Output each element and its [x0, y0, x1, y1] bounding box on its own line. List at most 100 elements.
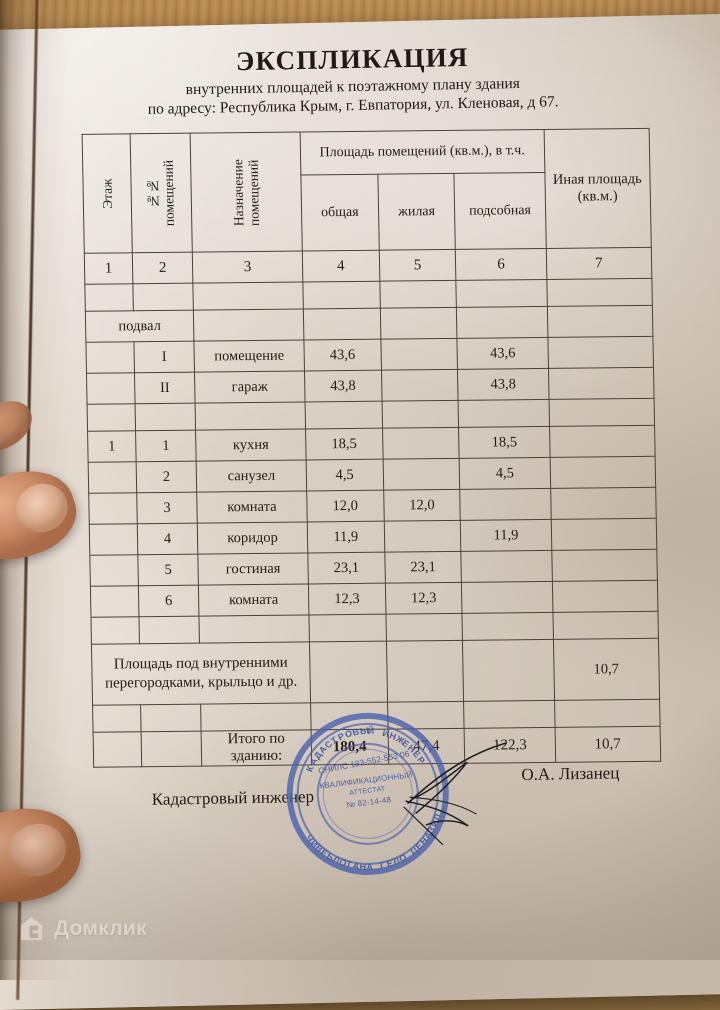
spacer-cell — [199, 614, 310, 644]
explication-table-wrapper: Этаж №№ помещений Назначение помещений П… — [81, 127, 662, 768]
empty-cell — [193, 308, 304, 342]
cell-area-total: 18,5 — [305, 428, 383, 460]
cell-purpose: гостиная — [197, 552, 309, 586]
partitions-area-total — [309, 641, 388, 703]
cell-room-number: 6 — [138, 585, 200, 617]
cell-other-area — [548, 367, 655, 400]
spacer-cell — [548, 398, 655, 427]
header-area-utility: подсобная — [454, 172, 546, 250]
spacer-cell — [546, 278, 653, 307]
document-page: ЭКСПЛИКАЦИЯ внутренних площадей к поэтаж… — [81, 42, 662, 885]
spacer-cell — [385, 613, 463, 642]
spacer-cell — [552, 611, 659, 640]
cell-area-living: 12,3 — [385, 582, 463, 615]
cell-floor — [88, 492, 138, 525]
cell-floor — [88, 461, 137, 494]
table-head: Этаж №№ помещений Назначение помещений П… — [82, 128, 652, 285]
spacer-cell — [554, 699, 661, 728]
cell-other-area — [551, 549, 658, 582]
cell-floor — [89, 554, 139, 587]
empty-cell — [380, 307, 458, 340]
partitions-row: Площадь под внутренними перегородками, к… — [91, 638, 660, 706]
spacer-cell — [90, 616, 140, 645]
cell-purpose: гараж — [194, 370, 305, 404]
total-area-utility: 122,3 — [464, 727, 556, 764]
cell-area-total: 23,1 — [307, 552, 386, 584]
cell-area-total: 4,5 — [305, 459, 384, 491]
cell-room-number: II — [134, 372, 196, 404]
cell-area-total: 43,6 — [303, 339, 382, 371]
cell-purpose: комната — [198, 583, 309, 617]
cell-purpose: кухня — [195, 428, 306, 462]
cell-floor — [86, 372, 136, 405]
spacer-cell — [304, 401, 383, 429]
cell-area-utility: 43,6 — [457, 337, 549, 370]
table-body: подвал I помещение 43,6 43,6 II — [84, 278, 661, 768]
cell-room-number: I — [133, 341, 195, 373]
spacer-cell — [192, 282, 304, 311]
cell-area-utility — [461, 581, 553, 614]
colnum-6: 6 — [455, 248, 547, 281]
cell-other-area — [549, 425, 656, 458]
cell-area-utility: 18,5 — [458, 426, 550, 459]
spacer-cell — [195, 401, 306, 431]
total-other-area: 10,7 — [554, 726, 661, 763]
header-area-total: общая — [300, 174, 379, 252]
cell-area-living — [382, 427, 460, 460]
cell-area-total: 11,9 — [307, 521, 385, 553]
colnum-1: 1 — [84, 252, 133, 285]
header-floor: Этаж — [82, 133, 133, 254]
empty-cell — [546, 305, 653, 338]
colnum-2: 2 — [132, 252, 193, 284]
spacer-cell — [84, 283, 134, 312]
spacer-cell — [140, 704, 202, 732]
cell-area-total: 12,0 — [306, 490, 384, 522]
spacer-cell — [138, 616, 200, 644]
cell-floor: 1 — [87, 430, 137, 463]
partitions-area-living — [386, 640, 464, 703]
spacer-cell — [132, 283, 194, 311]
cell-purpose: комната — [196, 490, 308, 524]
header-floor-label: Этаж — [99, 178, 115, 209]
empty-cell — [456, 306, 548, 339]
cell-area-utility — [461, 550, 552, 583]
cell-room-number: 1 — [135, 430, 197, 462]
spacer-cell — [462, 612, 554, 641]
total-empty-floor — [93, 731, 142, 768]
cell-other-area — [550, 487, 657, 520]
spacer-cell — [458, 399, 550, 428]
signature-person-name: О.А. Лизанец — [521, 763, 620, 785]
cell-area-living: 12,0 — [383, 489, 461, 522]
partitions-area-utility — [462, 639, 555, 702]
spacer-cell — [92, 704, 142, 733]
partitions-label-line-1: Площадь под внутренними — [113, 654, 288, 673]
cell-floor — [85, 341, 135, 374]
header-room-numbers: №№ помещений — [130, 133, 193, 253]
spacer-cell — [381, 400, 459, 429]
cell-floor — [90, 585, 139, 618]
header-area-living: жилая — [377, 173, 456, 251]
section-label-basement: подвал — [85, 310, 195, 343]
colnum-3: 3 — [192, 251, 303, 284]
cell-area-living: 23,1 — [384, 551, 462, 584]
header-purpose: Назначение помещений — [190, 132, 303, 253]
partitions-other-area: 10,7 — [553, 638, 660, 701]
header-purpose-label: Назначение помещений — [230, 158, 262, 226]
colnum-4: 4 — [302, 250, 380, 283]
cell-area-utility — [460, 488, 551, 521]
cell-floor — [89, 523, 138, 556]
spacer-cell — [379, 280, 457, 309]
header-other-area: Иная площадь (кв.м.) — [543, 128, 652, 249]
cell-room-number: 4 — [137, 523, 198, 555]
cell-area-living — [381, 369, 459, 402]
header-area-group: Площадь помещений (кв.м.), в т.ч. — [299, 129, 545, 176]
spacer-cell — [463, 700, 555, 729]
cell-purpose: санузел — [196, 459, 307, 493]
empty-cell — [303, 308, 381, 340]
cell-area-living — [382, 458, 461, 491]
cell-other-area — [547, 336, 654, 369]
cell-other-area — [550, 518, 657, 551]
domclick-house-icon — [20, 916, 43, 941]
cell-area-total: 43,8 — [304, 370, 382, 402]
